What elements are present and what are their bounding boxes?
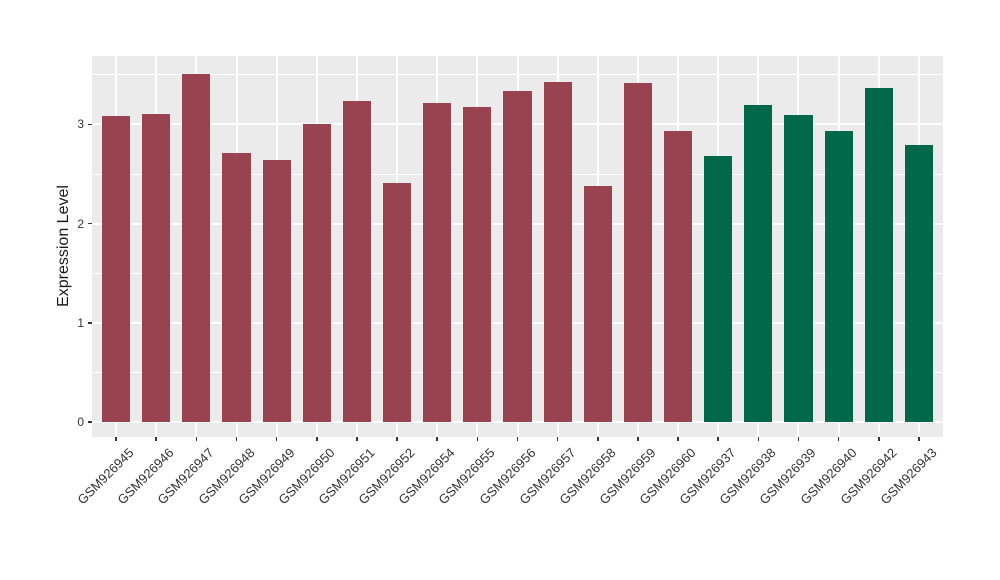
bar-GSM926939 xyxy=(784,114,813,423)
bar-GSM926951 xyxy=(342,100,371,423)
y-tick-mark xyxy=(88,322,92,324)
x-tick-mark xyxy=(316,437,318,441)
bar-GSM926947 xyxy=(182,73,211,423)
x-tick-mark xyxy=(597,437,599,441)
x-tick-mark xyxy=(235,437,238,441)
x-tick-mark xyxy=(115,437,117,441)
bar-GSM926938 xyxy=(744,104,773,423)
x-tick-mark xyxy=(677,437,679,441)
bar-GSM926959 xyxy=(623,82,652,423)
y-tick-label: 3 xyxy=(77,117,84,132)
x-tick-mark xyxy=(878,437,880,441)
bar-GSM926960 xyxy=(664,131,693,423)
x-tick-mark xyxy=(436,437,438,441)
bar-GSM926940 xyxy=(824,131,853,423)
bar-GSM926949 xyxy=(262,160,291,423)
x-tick-mark xyxy=(918,437,920,441)
bar-GSM926956 xyxy=(503,90,532,423)
y-tick-label: 0 xyxy=(77,415,84,430)
bar-GSM926957 xyxy=(543,81,572,423)
y-tick-label: 1 xyxy=(77,315,84,330)
x-tick-mark xyxy=(717,437,719,441)
bar-GSM926950 xyxy=(302,124,331,423)
x-tick-mark xyxy=(356,437,358,441)
x-tick-mark xyxy=(275,437,278,441)
y-tick-mark xyxy=(88,421,92,423)
y-tick-mark xyxy=(88,123,92,126)
bar-GSM926955 xyxy=(463,106,492,423)
x-tick-mark xyxy=(797,437,800,441)
x-tick-mark xyxy=(155,437,157,441)
bar-GSM926954 xyxy=(423,102,452,423)
x-tick-mark xyxy=(516,437,519,441)
bar-GSM926942 xyxy=(864,87,893,423)
x-tick-mark xyxy=(757,437,760,441)
bar-GSM926952 xyxy=(383,183,412,423)
bar-GSM926946 xyxy=(142,113,171,423)
x-tick-mark xyxy=(476,437,479,441)
y-tick-mark xyxy=(88,222,92,225)
x-tick-mark xyxy=(195,437,198,441)
bar-GSM926943 xyxy=(904,145,933,423)
bar-GSM926937 xyxy=(704,156,733,423)
x-tick-mark xyxy=(556,437,559,441)
y-tick-label: 2 xyxy=(77,216,84,231)
bar-GSM926945 xyxy=(102,115,131,423)
x-tick-mark xyxy=(637,437,639,441)
plot-panel xyxy=(92,56,943,437)
x-tick-mark xyxy=(837,437,840,441)
bar-GSM926948 xyxy=(222,153,251,423)
bar-GSM926958 xyxy=(583,185,612,423)
x-tick-mark xyxy=(396,437,398,441)
